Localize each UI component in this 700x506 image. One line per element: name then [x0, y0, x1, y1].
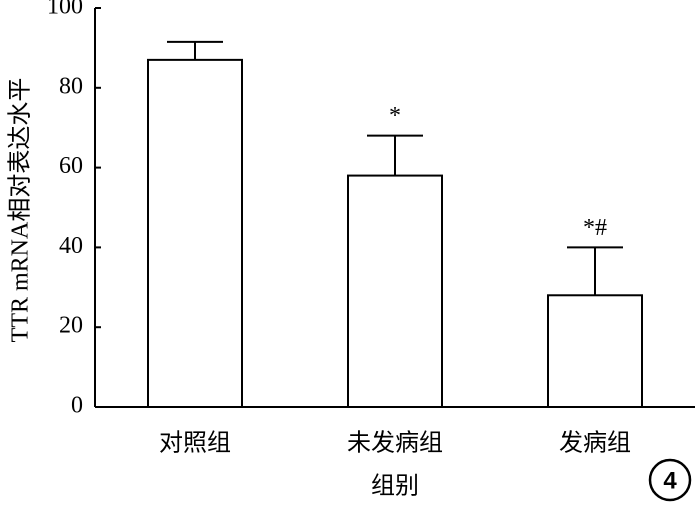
panel-label: 4: [663, 467, 677, 494]
panel-circle: [648, 458, 692, 502]
y-tick-label: 80: [59, 73, 83, 99]
y-tick-label: 0: [71, 393, 83, 419]
bar: [147, 58, 243, 409]
y-tick-label: 40: [59, 233, 83, 259]
bar: [547, 294, 643, 408]
x-tick-label: 发病组: [559, 430, 631, 457]
x-axis-label: 组别: [371, 473, 419, 500]
y-tick-label: 60: [59, 153, 83, 179]
annotation: *#: [583, 215, 607, 241]
annotation: *: [389, 103, 401, 129]
y-axis-label: TTR mRNA相对表达水平: [7, 78, 34, 343]
bar: [347, 174, 443, 408]
x-tick-label: 未发病组: [347, 430, 443, 457]
x-tick-label: 对照组: [159, 430, 231, 457]
y-tick-label: 20: [59, 313, 83, 339]
y-tick-label: 100: [47, 0, 83, 20]
